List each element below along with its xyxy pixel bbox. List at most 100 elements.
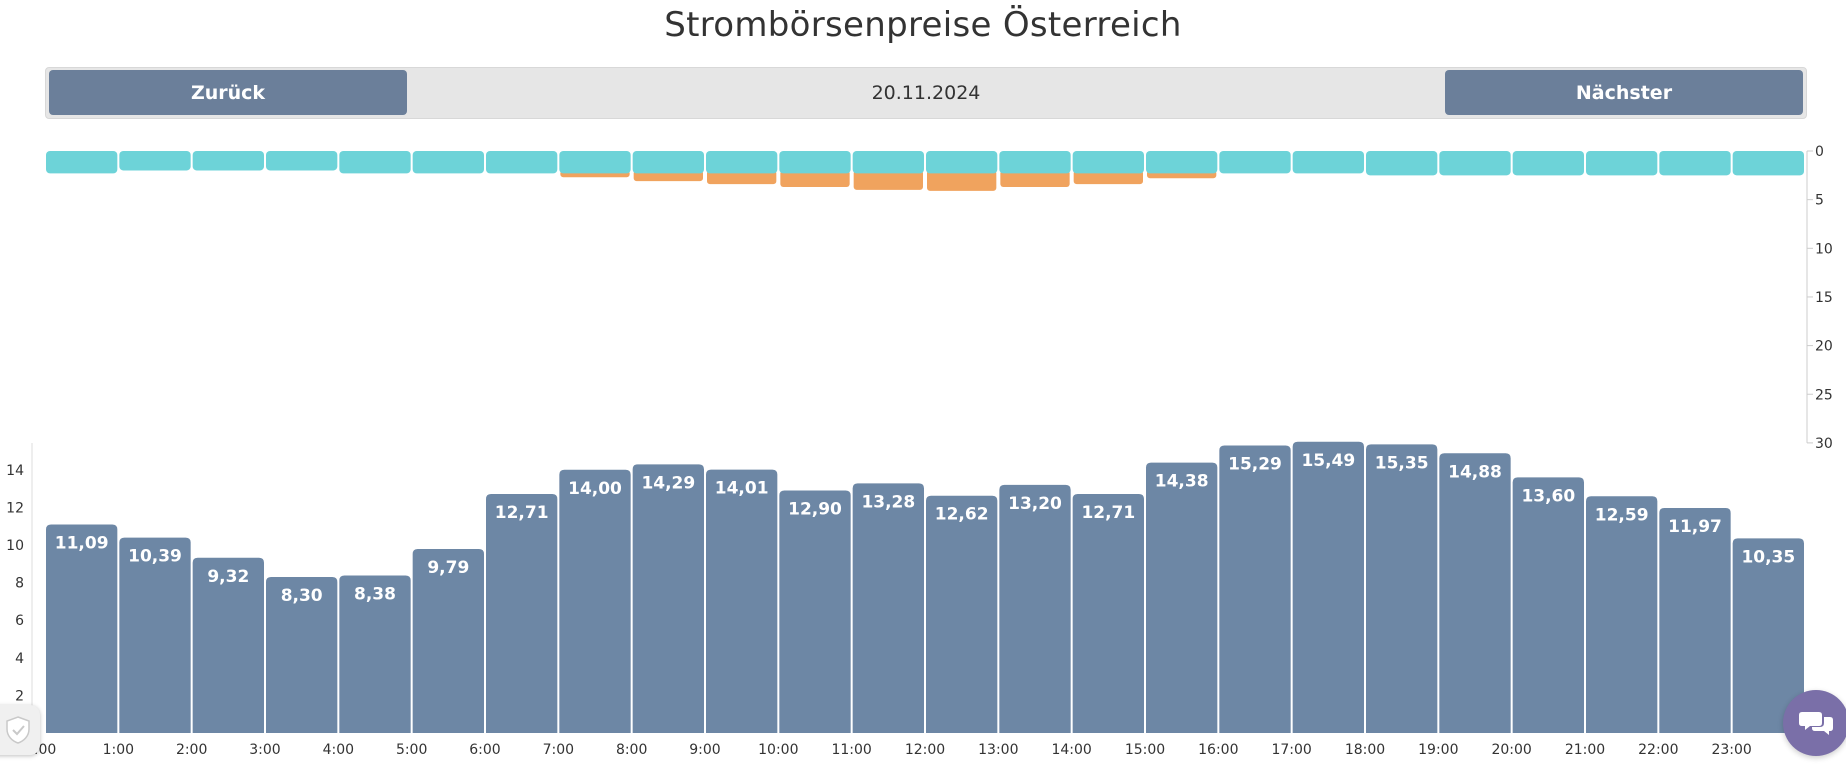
- bar-value-label: 11,97: [1668, 517, 1722, 537]
- top-bar[interactable]: [1146, 151, 1218, 174]
- top-bar[interactable]: [46, 151, 118, 174]
- top-bar[interactable]: [1732, 151, 1804, 176]
- price-bar[interactable]: [779, 490, 851, 733]
- chat-button[interactable]: [1783, 690, 1846, 756]
- price-bar[interactable]: [1146, 462, 1218, 733]
- price-bar[interactable]: [1366, 444, 1438, 733]
- right-y-tick-label: 5: [1815, 193, 1824, 209]
- top-bar[interactable]: [266, 151, 338, 171]
- price-bar[interactable]: [632, 464, 704, 733]
- top-bar[interactable]: [1439, 151, 1511, 176]
- bar-value-label: 12,71: [1081, 503, 1135, 523]
- top-bar[interactable]: [559, 151, 631, 174]
- x-tick-label: 17:00: [1271, 742, 1311, 758]
- x-tick-label: 13:00: [978, 742, 1018, 758]
- top-bar[interactable]: [926, 151, 998, 174]
- y-tick-label: 2: [15, 688, 24, 704]
- bar-value-label: 12,71: [495, 503, 549, 523]
- price-bar[interactable]: [486, 494, 558, 733]
- top-accent-bar[interactable]: [927, 170, 997, 191]
- top-bar[interactable]: [1512, 151, 1584, 176]
- price-bar[interactable]: [266, 576, 338, 733]
- top-bar[interactable]: [412, 151, 484, 174]
- bar-value-label: 13,28: [861, 492, 915, 512]
- bar-value-label: 14,88: [1448, 462, 1502, 482]
- price-bar[interactable]: [706, 469, 778, 733]
- top-bar[interactable]: [1219, 151, 1291, 174]
- price-bar[interactable]: [412, 548, 484, 733]
- top-bar[interactable]: [1366, 151, 1438, 176]
- x-tick-label: 3:00: [249, 742, 280, 758]
- x-tick-label: 22:00: [1638, 742, 1678, 758]
- chat-bubbles-icon: [1799, 712, 1833, 735]
- top-bar[interactable]: [486, 151, 558, 174]
- date-navigation: Zurück 20.11.2024 Nächster: [45, 67, 1807, 119]
- price-bar[interactable]: [559, 469, 631, 733]
- top-bar[interactable]: [1072, 151, 1144, 174]
- bar-value-label: 13,20: [1008, 494, 1062, 514]
- x-tick-label: 16:00: [1198, 742, 1238, 758]
- x-tick-label: 8:00: [616, 742, 647, 758]
- top-bar[interactable]: [632, 151, 704, 174]
- x-tick-label: 19:00: [1418, 742, 1458, 758]
- top-bar[interactable]: [192, 151, 264, 171]
- price-bar[interactable]: [1072, 494, 1144, 733]
- bar-value-label: 14,00: [568, 479, 622, 499]
- privacy-badge[interactable]: [0, 705, 40, 755]
- top-bar[interactable]: [1659, 151, 1731, 176]
- top-bar[interactable]: [706, 151, 778, 174]
- price-bar[interactable]: [1732, 538, 1804, 733]
- bar-value-label: 9,79: [427, 558, 469, 578]
- top-bar[interactable]: [1292, 151, 1364, 174]
- top-bar[interactable]: [119, 151, 191, 171]
- next-day-button[interactable]: Nächster: [1445, 70, 1803, 115]
- price-bar[interactable]: [1586, 496, 1658, 733]
- top-accent-bar[interactable]: [1000, 170, 1070, 188]
- price-bar[interactable]: [852, 483, 924, 733]
- previous-day-button[interactable]: Zurück: [49, 70, 407, 115]
- price-bar[interactable]: [339, 575, 411, 733]
- y-tick-label: 6: [15, 613, 24, 629]
- right-y-tick-label: 15: [1815, 290, 1833, 306]
- shield-check-icon: [6, 716, 30, 744]
- price-bar[interactable]: [1512, 477, 1584, 733]
- price-bar[interactable]: [46, 524, 118, 733]
- x-tick-label: 18:00: [1345, 742, 1385, 758]
- x-tick-label: 12:00: [905, 742, 945, 758]
- bar-value-label: 15,35: [1375, 453, 1429, 473]
- price-bar[interactable]: [999, 484, 1071, 733]
- price-bar[interactable]: [926, 495, 998, 733]
- y-tick-label: 10: [6, 538, 24, 554]
- price-bar[interactable]: [1439, 453, 1511, 733]
- top-bar[interactable]: [779, 151, 851, 174]
- x-tick-label: 5:00: [396, 742, 427, 758]
- top-bar[interactable]: [999, 151, 1071, 174]
- top-bar[interactable]: [339, 151, 411, 174]
- top-bar[interactable]: [1586, 151, 1658, 176]
- x-tick-label: 7:00: [543, 742, 574, 758]
- right-y-tick-label: 10: [1815, 241, 1833, 257]
- price-bar[interactable]: [1219, 445, 1291, 733]
- price-bar[interactable]: [119, 537, 191, 733]
- x-tick-label: 20:00: [1491, 742, 1531, 758]
- x-tick-label: 15:00: [1125, 742, 1165, 758]
- bar-value-label: 10,35: [1741, 547, 1795, 567]
- top-accent-bar[interactable]: [780, 170, 850, 188]
- bar-value-label: 15,49: [1301, 451, 1355, 471]
- x-tick-label: 10:00: [758, 742, 798, 758]
- page-title: Strombörsenpreise Österreich: [664, 5, 1182, 45]
- top-accent-bar[interactable]: [707, 170, 777, 185]
- x-tick-label: 21:00: [1565, 742, 1605, 758]
- top-bar[interactable]: [852, 151, 924, 174]
- price-bar[interactable]: [1292, 441, 1364, 733]
- price-bar[interactable]: [1659, 507, 1731, 733]
- top-accent-bar[interactable]: [1073, 170, 1143, 185]
- price-bar[interactable]: [192, 557, 264, 733]
- y-tick-label: 12: [6, 500, 24, 516]
- bar-value-label: 14,38: [1155, 472, 1209, 492]
- top-accent-bar[interactable]: [853, 170, 923, 190]
- bar-value-label: 8,38: [354, 584, 396, 604]
- x-tick-label: 14:00: [1051, 742, 1091, 758]
- y-tick-label: 8: [15, 576, 24, 592]
